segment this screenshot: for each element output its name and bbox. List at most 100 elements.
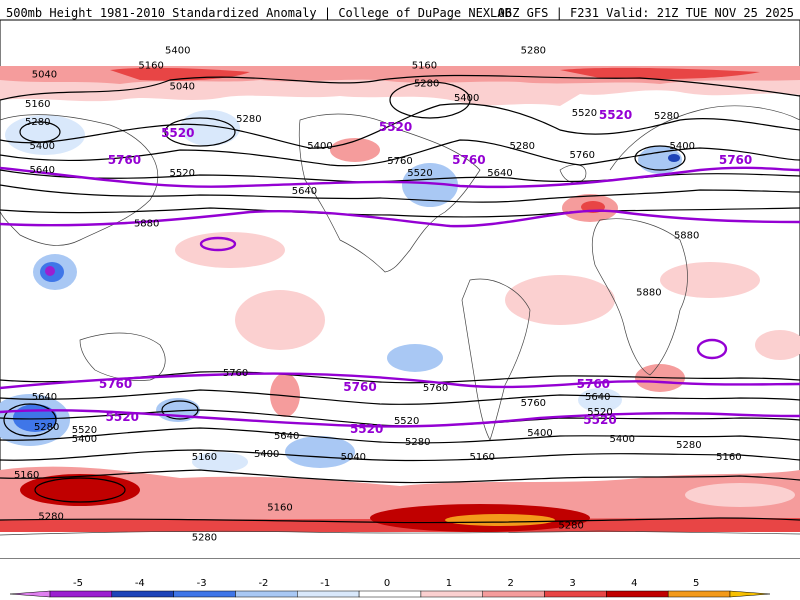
colorbar-tick-label: -2	[258, 578, 268, 589]
colorbar-bin	[173, 590, 236, 598]
contour-label: 5400	[609, 434, 634, 445]
contour-5640-north	[0, 184, 800, 203]
contour-label: 5760	[569, 150, 594, 161]
colorbar-bin	[49, 590, 113, 598]
colorbar-bin	[235, 590, 298, 598]
contour-siberia-low	[19, 121, 61, 143]
contour-5400-south	[0, 427, 800, 444]
colorbar-bin	[420, 590, 483, 598]
contour-label: 5400	[72, 434, 97, 445]
contour-label: 5280	[38, 512, 63, 523]
colorbar-tick-label: 1	[446, 578, 452, 589]
model-valid-time: 06Z GFS | F231 Valid: 21Z TUE NOV 25 202…	[497, 6, 794, 20]
contour-label: 5280	[558, 521, 583, 532]
anomaly-south-pacific-high	[235, 290, 325, 350]
contour-label: 5520	[394, 416, 419, 427]
contour-label: 5640	[29, 165, 54, 176]
colorbar-tick-label: 2	[508, 578, 514, 589]
contour-southern-high-west	[34, 477, 126, 503]
contour-label: 5280	[414, 78, 439, 89]
contour-label: 5400	[29, 141, 54, 152]
africa-outline	[591, 218, 688, 376]
contour-label: 5640	[292, 186, 317, 197]
eurasia-outline	[0, 105, 800, 246]
anomaly-southern-high-west	[20, 474, 140, 506]
contour-label: 5040	[341, 452, 366, 463]
contour-label: 5520	[572, 108, 597, 119]
anomaly-arctic-max	[560, 67, 760, 80]
colorbar-bin	[482, 590, 545, 598]
anomaly-southern-high-far-east	[685, 483, 795, 507]
contour-label: 5400	[165, 45, 190, 56]
reference-contour-label: 5760	[577, 377, 610, 391]
colorbar-tick-label: 4	[631, 578, 637, 589]
reference-contours	[0, 166, 800, 428]
anomaly-tropical-low-center	[45, 266, 55, 276]
contour-label: 5520	[169, 168, 194, 179]
contour-label: 5160	[25, 99, 50, 110]
contour-label: 5280	[405, 437, 430, 448]
reference-contour-label: 5520	[599, 108, 632, 122]
colorbar-tick-label: 0	[384, 578, 390, 589]
contour-5160-north	[0, 103, 800, 149]
contour-labels: 5400 528050405160504051605280540051605280…	[14, 45, 742, 543]
contour-label: 5640	[487, 168, 512, 179]
contour-label: 5640	[585, 392, 610, 403]
contour-label: 5160	[469, 452, 494, 463]
contour-label: 5400	[527, 428, 552, 439]
ref-5760-south	[0, 372, 800, 390]
colorbar-bin	[297, 590, 360, 598]
contour-label: 5400	[307, 141, 332, 152]
anomaly-south-atlantic-low	[387, 344, 443, 372]
anomaly-gulf-high	[330, 138, 380, 162]
anomaly-southern-high-max	[445, 514, 555, 526]
ref-5760-north	[0, 209, 800, 228]
contour-label: 5880	[636, 287, 661, 298]
contour-5400-north	[0, 139, 800, 167]
ref-5880-africa-loop	[696, 338, 728, 360]
ref-5520-south	[0, 409, 800, 428]
anomaly-south-atlantic-high	[505, 275, 615, 325]
contour-label: 5520	[407, 168, 432, 179]
height-contours	[0, 74, 800, 524]
anomaly-chile-high	[270, 373, 300, 417]
reference-contour-label: 5520	[350, 422, 383, 436]
south-america-outline	[461, 278, 531, 441]
colorbar-bin	[606, 590, 669, 598]
contour-europe-low	[634, 145, 686, 171]
colorbar-tick-label: 3	[569, 578, 575, 589]
colorbar-tick-label: -3	[197, 578, 207, 589]
contour-5280-north	[0, 74, 800, 101]
colorbar-bin	[544, 590, 607, 598]
contour-5160-south	[0, 469, 800, 484]
colorbar-tick-label: -5	[73, 578, 83, 589]
contour-label: 5880	[134, 219, 159, 230]
colorbar-bin	[111, 590, 174, 598]
reference-contour-label: 5760	[343, 380, 376, 394]
contour-label: 5280	[509, 141, 534, 152]
anomaly-south-indian-low	[578, 388, 622, 412]
contour-5760-north	[0, 207, 800, 218]
contour-label: 5160	[716, 452, 741, 463]
colorbar-extend-low	[9, 590, 51, 598]
contour-label: 5160	[267, 503, 292, 514]
contour-label: 5160	[138, 60, 163, 71]
contour-label: 5400	[669, 141, 694, 152]
contour-arctic-low	[389, 81, 471, 119]
map-title: 500mb Height 1981-2010 Standardized Anom…	[6, 6, 512, 20]
contour-label: 5520	[587, 407, 612, 418]
contour-label: 5040	[32, 69, 57, 80]
contour-label: 5280	[676, 440, 701, 451]
colorbar-tick-label: -1	[320, 578, 330, 589]
anomaly-southern-low-faint	[192, 452, 248, 472]
anomaly-europe-low	[638, 146, 682, 174]
contour-label: 5640	[274, 431, 299, 442]
colorbar-extend-high	[729, 590, 771, 598]
australia-outline	[79, 332, 166, 381]
reference-contour-label: 5760	[108, 153, 141, 167]
coastlines	[0, 105, 800, 536]
contour-label: 5280	[25, 117, 50, 128]
contour-label: 5040	[169, 81, 194, 92]
